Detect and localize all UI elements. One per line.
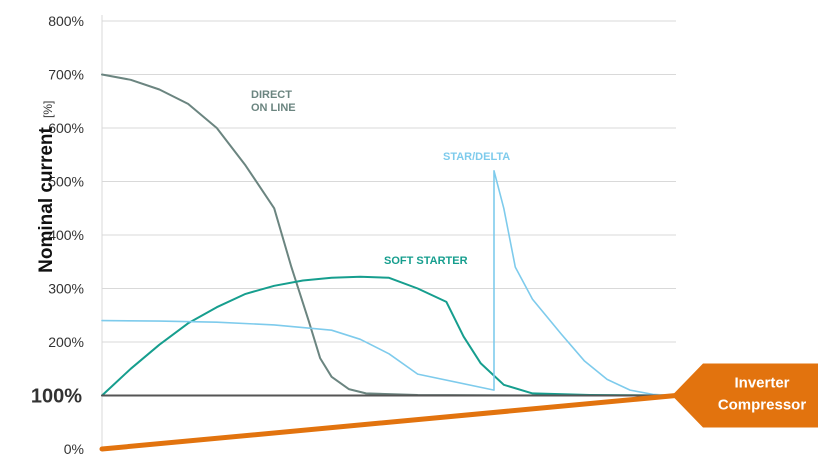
y-tick-label: 800%: [48, 13, 84, 29]
series-line-soft-starter: [101, 275, 677, 397]
y-tick-label: 400%: [48, 227, 84, 243]
y-tick-label: 200%: [48, 334, 84, 350]
y-tick-label: 100%: [31, 386, 82, 408]
callout-label: Inverter: [734, 375, 789, 392]
y-axis-title-unit: [%]: [41, 101, 55, 118]
series-line-direct-on-line: [101, 73, 677, 397]
y-tick-label: 700%: [48, 67, 84, 83]
series-label-direct-on-line: DIRECT ON LINE: [251, 89, 296, 114]
y-tick-labels: 0% 100% 200% 300% 400% 500% 600% 700% 800%: [31, 13, 84, 455]
series-label-soft-starter: SOFT STARTER: [384, 255, 468, 267]
series-labels: DIRECT ON LINE SOFT STARTER STAR/DELTA Inver…: [251, 89, 818, 428]
y-tick-label: 300%: [48, 281, 84, 297]
callout-shape: [672, 363, 818, 428]
grid-lines: [101, 15, 676, 449]
series-label-star-delta: STAR/DELTA: [443, 151, 510, 163]
series-lines: [99, 73, 679, 452]
series-line-inverter-compressor: [99, 393, 679, 452]
y-tick-label: 500%: [48, 174, 84, 190]
y-tick-label: 600%: [48, 120, 84, 136]
inverter-compressor-callout: Inverter Compressor: [672, 363, 818, 428]
series-line-star-delta: [101, 170, 677, 397]
callout-label: Compressor: [718, 397, 807, 414]
y-axis-title: Nominal current [%]: [36, 101, 57, 273]
y-axis-title-main: Nominal current: [36, 126, 57, 272]
y-tick-label: 0%: [64, 441, 84, 455]
